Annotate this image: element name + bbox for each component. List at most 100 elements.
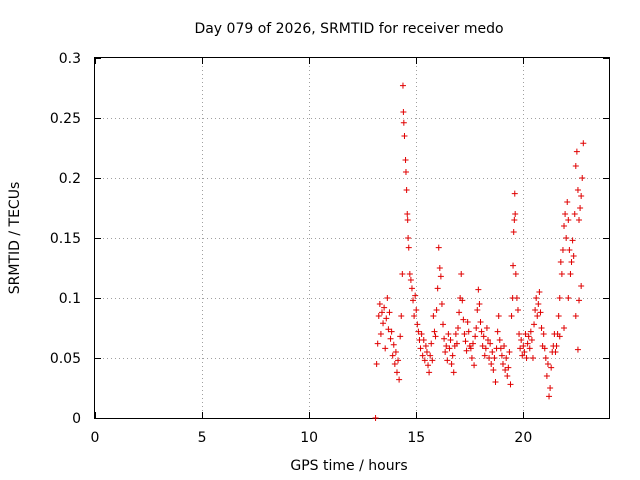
x-axis-label: GPS time / hours: [290, 458, 407, 474]
data-point: [458, 271, 465, 277]
data-point: [375, 313, 382, 319]
data-point: [546, 393, 553, 400]
data-point: [390, 341, 397, 348]
data-point: [389, 352, 396, 359]
data-point: [401, 133, 408, 139]
data-point: [452, 331, 459, 337]
data-point: [496, 337, 503, 343]
data-point: [512, 211, 519, 217]
data-point: [450, 369, 457, 376]
data-point: [444, 357, 451, 364]
data-point: [442, 349, 449, 355]
data-point: [407, 277, 414, 283]
data-point: [540, 331, 547, 337]
data-point: [559, 247, 566, 253]
data-point: [471, 362, 478, 369]
data-point: [580, 140, 587, 147]
data-point: [519, 352, 526, 359]
data-point: [381, 304, 388, 311]
data-point: [523, 355, 530, 361]
data-point: [465, 328, 472, 335]
data-point: [460, 316, 467, 323]
data-point: [478, 328, 485, 335]
data-point: [483, 325, 490, 331]
data-point: [505, 364, 512, 371]
data-point: [402, 157, 409, 163]
data-point: [399, 82, 406, 89]
data-point: [578, 283, 585, 289]
data-point: [525, 333, 532, 340]
data-point: [486, 355, 493, 361]
data-point: [479, 343, 486, 349]
chart-title: Day 079 of 2026, SRMTID for receiver med…: [194, 21, 503, 37]
data-point: [435, 244, 442, 251]
data-point: [576, 217, 583, 223]
data-point: [470, 340, 477, 347]
data-point: [574, 346, 581, 353]
data-point: [461, 331, 468, 337]
data-point: [380, 320, 387, 327]
data-point: [556, 333, 563, 340]
y-tick-label: 0.05: [50, 351, 81, 367]
x-tick-label: 5: [198, 430, 207, 446]
data-point: [494, 328, 501, 335]
data-point: [543, 373, 550, 379]
data-point: [420, 337, 427, 343]
data-point: [506, 349, 513, 355]
data-point: [477, 319, 484, 325]
data-point: [568, 259, 575, 265]
data-point: [431, 328, 438, 335]
data-point: [403, 187, 410, 193]
data-point: [428, 340, 435, 347]
data-point: [402, 169, 409, 175]
data-point: [387, 335, 394, 342]
data-point: [398, 313, 405, 319]
data-point: [476, 301, 483, 307]
data-point: [522, 331, 529, 337]
data-point: [489, 349, 496, 355]
data-point: [501, 343, 508, 349]
data-point: [443, 343, 450, 349]
plot-frame: [94, 57, 610, 419]
data-point: [376, 301, 383, 307]
data-point: [422, 343, 429, 349]
data-point: [397, 333, 404, 340]
data-point: [555, 313, 562, 319]
data-point: [534, 313, 541, 319]
data-point: [473, 325, 480, 331]
data-point: [437, 273, 444, 280]
data-point: [535, 301, 542, 307]
data-point: [565, 217, 572, 223]
data-point: [382, 345, 389, 352]
data-point: [388, 328, 395, 335]
data-point: [373, 361, 380, 367]
data-point: [406, 271, 413, 277]
data-point: [411, 313, 418, 319]
data-point: [384, 295, 391, 301]
data-point: [453, 340, 460, 347]
data-point: [563, 235, 570, 241]
data-point: [526, 345, 533, 352]
data-point: [511, 190, 518, 197]
data-point: [553, 343, 560, 349]
data-point: [571, 211, 578, 217]
data-point: [502, 367, 509, 373]
data-point: [574, 187, 581, 193]
data-point: [468, 355, 475, 361]
data-point: [463, 347, 470, 354]
data-point: [429, 357, 436, 364]
data-point: [372, 415, 379, 421]
data-point: [564, 199, 571, 205]
data-point: [383, 315, 390, 322]
data-point: [538, 325, 545, 331]
data-point: [510, 262, 517, 269]
data-point: [482, 345, 489, 352]
data-point: [464, 319, 471, 325]
data-point: [514, 307, 521, 313]
data-point: [415, 328, 422, 335]
data-point: [528, 337, 535, 343]
data-point: [393, 369, 400, 376]
data-point: [448, 361, 455, 367]
data-point: [579, 175, 586, 181]
